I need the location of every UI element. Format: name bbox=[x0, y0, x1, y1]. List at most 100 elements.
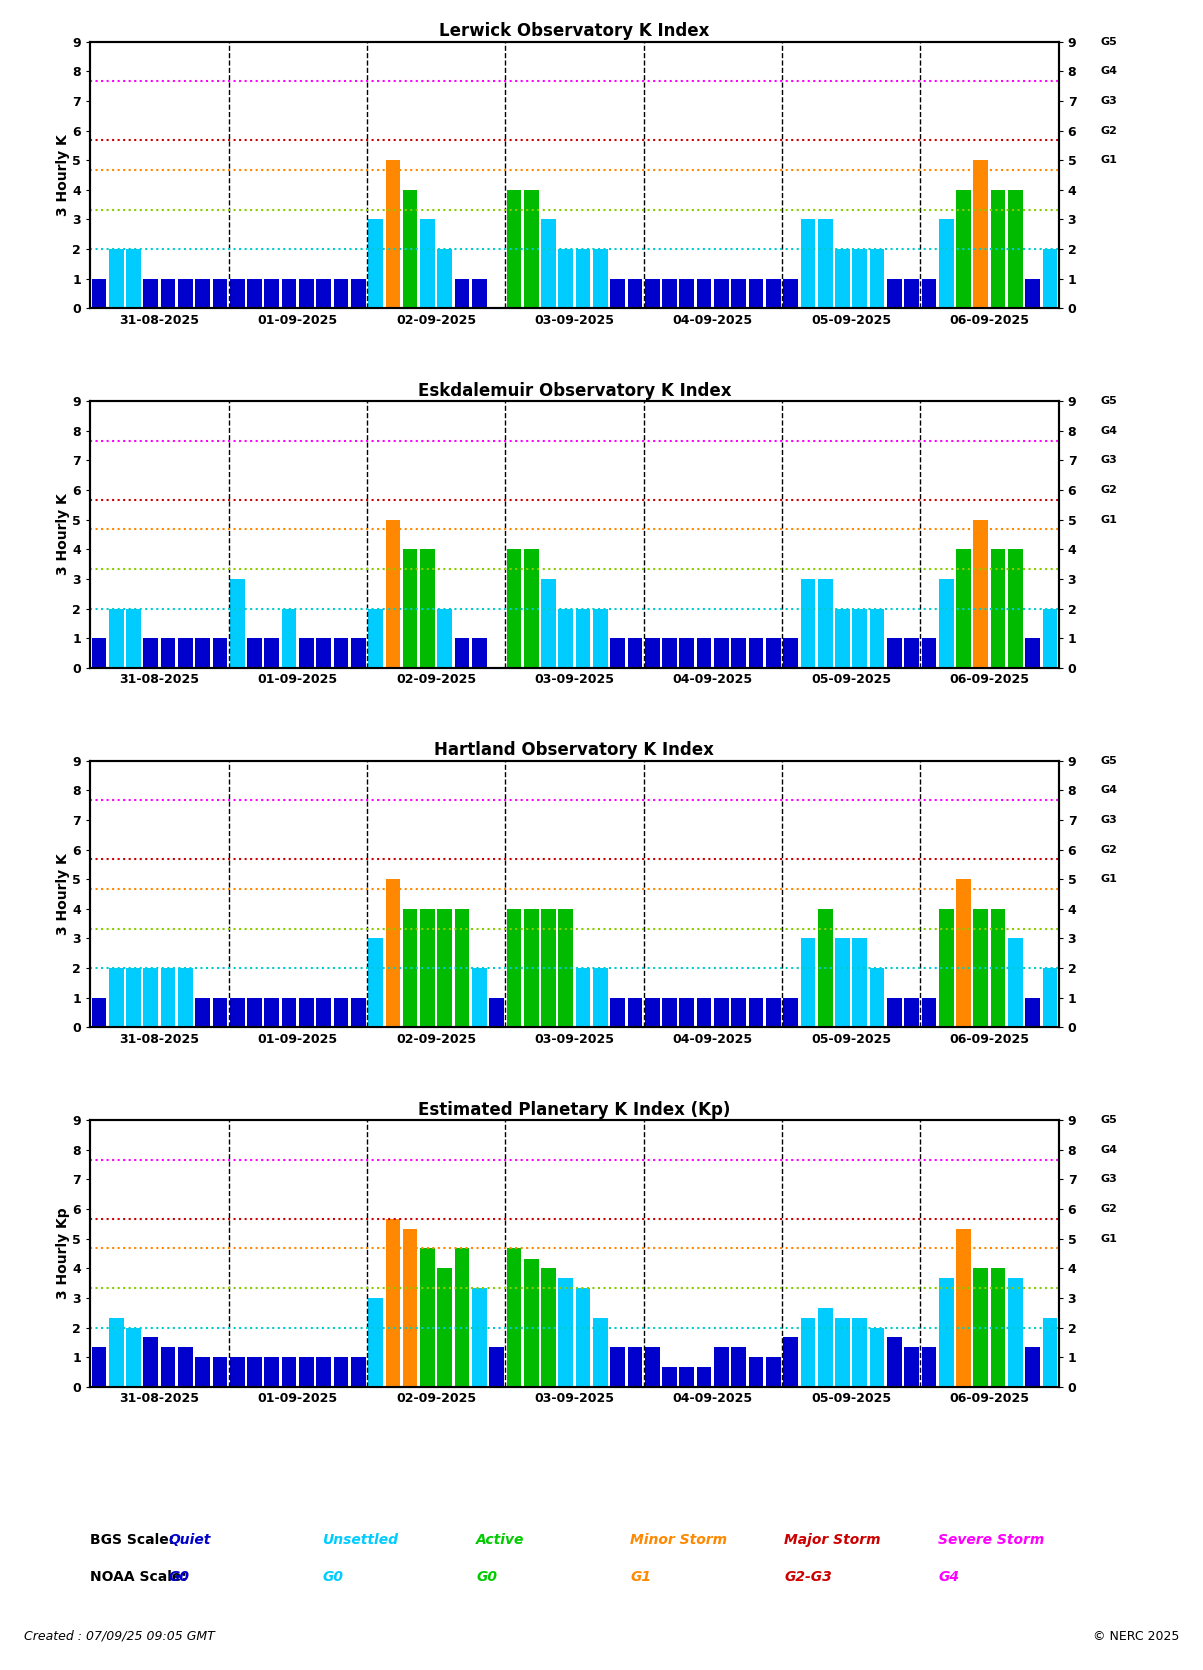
Bar bbox=[870, 1328, 884, 1386]
Bar bbox=[835, 608, 849, 668]
Bar bbox=[766, 997, 781, 1027]
Text: G0: G0 bbox=[168, 1570, 189, 1583]
Text: G3: G3 bbox=[1101, 1174, 1118, 1184]
Bar bbox=[351, 1358, 366, 1386]
Text: G5: G5 bbox=[1101, 757, 1118, 767]
Bar bbox=[1025, 997, 1041, 1027]
Text: G5: G5 bbox=[1101, 37, 1118, 47]
Bar bbox=[143, 969, 158, 1027]
Bar bbox=[126, 249, 141, 309]
Bar bbox=[420, 219, 434, 309]
Bar bbox=[91, 1348, 106, 1386]
Bar bbox=[385, 1219, 401, 1386]
Bar bbox=[316, 279, 331, 309]
Bar bbox=[420, 908, 434, 1027]
Bar bbox=[300, 638, 314, 668]
Bar bbox=[420, 549, 434, 668]
Bar bbox=[905, 1348, 919, 1386]
Bar bbox=[523, 549, 539, 668]
Bar bbox=[905, 638, 919, 668]
Bar bbox=[680, 1368, 694, 1386]
Text: G3: G3 bbox=[1101, 95, 1118, 105]
Bar bbox=[973, 908, 988, 1027]
Bar bbox=[247, 279, 262, 309]
Bar bbox=[783, 1338, 798, 1386]
Bar bbox=[887, 638, 902, 668]
Bar bbox=[576, 969, 591, 1027]
Bar bbox=[213, 997, 227, 1027]
Bar bbox=[748, 279, 764, 309]
Bar bbox=[1008, 939, 1023, 1027]
Bar bbox=[853, 1318, 867, 1386]
Bar bbox=[818, 579, 832, 668]
Text: G0: G0 bbox=[322, 1570, 343, 1583]
Y-axis label: 3 Hourly K: 3 Hourly K bbox=[55, 853, 70, 935]
Bar bbox=[715, 1348, 729, 1386]
Bar bbox=[593, 1318, 608, 1386]
Bar bbox=[731, 997, 746, 1027]
Bar bbox=[887, 997, 902, 1027]
Bar bbox=[593, 969, 608, 1027]
Bar bbox=[645, 997, 659, 1027]
Bar bbox=[1008, 190, 1023, 309]
Bar bbox=[1008, 1278, 1023, 1386]
Bar bbox=[403, 190, 417, 309]
Bar bbox=[576, 249, 591, 309]
Text: NOAA Scale:: NOAA Scale: bbox=[90, 1570, 188, 1583]
Bar bbox=[300, 279, 314, 309]
Title: Estimated Planetary K Index (Kp): Estimated Planetary K Index (Kp) bbox=[419, 1101, 730, 1119]
Bar bbox=[472, 1288, 487, 1386]
Bar bbox=[178, 969, 192, 1027]
Bar bbox=[195, 1358, 211, 1386]
Bar bbox=[697, 1368, 711, 1386]
Bar bbox=[956, 878, 971, 1027]
Bar bbox=[887, 279, 902, 309]
Bar bbox=[195, 997, 211, 1027]
Bar bbox=[610, 997, 626, 1027]
Bar bbox=[108, 1318, 124, 1386]
Bar bbox=[143, 1338, 158, 1386]
Bar bbox=[610, 279, 626, 309]
Bar bbox=[783, 279, 798, 309]
Bar bbox=[921, 638, 936, 668]
Bar bbox=[333, 1358, 349, 1386]
Text: G5: G5 bbox=[1101, 1116, 1118, 1126]
Y-axis label: 3 Hourly K: 3 Hourly K bbox=[55, 134, 70, 215]
Bar bbox=[887, 1338, 902, 1386]
Text: G5: G5 bbox=[1101, 396, 1118, 406]
Bar bbox=[697, 279, 711, 309]
Bar bbox=[333, 279, 349, 309]
Bar bbox=[593, 249, 608, 309]
Bar bbox=[472, 969, 487, 1027]
Bar bbox=[178, 279, 192, 309]
Text: G4: G4 bbox=[938, 1570, 959, 1583]
Bar bbox=[1043, 1318, 1057, 1386]
Bar bbox=[870, 249, 884, 309]
Bar bbox=[731, 1348, 746, 1386]
Y-axis label: 3 Hourly K: 3 Hourly K bbox=[55, 494, 70, 576]
Bar bbox=[385, 878, 401, 1027]
Bar bbox=[91, 279, 106, 309]
Bar bbox=[472, 279, 487, 309]
Bar bbox=[333, 997, 349, 1027]
Text: Active: Active bbox=[476, 1533, 525, 1546]
Bar bbox=[178, 638, 192, 668]
Bar bbox=[680, 638, 694, 668]
Bar bbox=[835, 939, 849, 1027]
Bar bbox=[282, 997, 296, 1027]
Bar bbox=[558, 249, 573, 309]
Bar bbox=[662, 997, 677, 1027]
Bar bbox=[766, 279, 781, 309]
Bar bbox=[368, 219, 383, 309]
Bar bbox=[316, 997, 331, 1027]
Bar bbox=[472, 638, 487, 668]
Bar bbox=[870, 969, 884, 1027]
Bar bbox=[645, 1348, 659, 1386]
Bar bbox=[853, 608, 867, 668]
Bar bbox=[731, 638, 746, 668]
Bar bbox=[247, 997, 262, 1027]
Bar bbox=[195, 638, 211, 668]
Bar bbox=[783, 638, 798, 668]
Bar bbox=[748, 997, 764, 1027]
Bar bbox=[438, 908, 452, 1027]
